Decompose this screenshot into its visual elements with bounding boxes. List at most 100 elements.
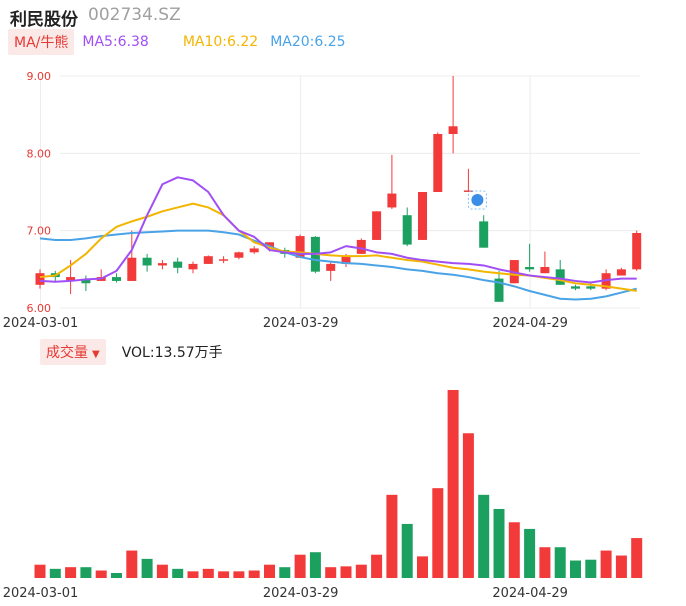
volume-bar (264, 564, 275, 578)
x-tick-label: 2024-03-29 (263, 586, 339, 601)
volume-bar (417, 556, 428, 578)
candle-body (494, 278, 504, 302)
ma-legend: MA/牛熊 MA5:6.38 MA10:6.22 MA20:6.25 (8, 29, 346, 55)
candle-body (586, 286, 596, 289)
caret-down-icon: ▼ (92, 349, 100, 360)
candle-body (418, 192, 427, 240)
volume-bar (432, 488, 444, 578)
stock-name: 利民股份 (10, 10, 78, 30)
candle-body (81, 279, 91, 284)
volume-bar (111, 573, 122, 578)
candle-body (142, 257, 152, 266)
x-tick-label: 2024-03-29 (263, 316, 339, 331)
volume-date-axis: 2024-03-01 2024-03-29 2024-04-29 (3, 586, 568, 601)
volume-bar (340, 566, 352, 578)
volume-bar (156, 564, 168, 578)
candle-body (249, 248, 259, 253)
volume-bar (447, 390, 459, 578)
candle-body (402, 215, 412, 245)
candle-body (265, 242, 274, 248)
candle-body (66, 277, 76, 281)
price-date-axis: 2024-03-01 2024-03-29 2024-04-29 (3, 316, 568, 331)
candle-body (219, 259, 229, 261)
candle-body (616, 269, 626, 276)
candle-body (295, 236, 305, 258)
volume-bar (49, 568, 61, 578)
candle-body (127, 257, 137, 281)
volume-bar (355, 564, 367, 578)
volume-bar (462, 433, 474, 578)
ma-toggle-button[interactable]: MA/牛熊 (8, 29, 75, 55)
volume-bar (80, 567, 92, 578)
volume-bar (508, 522, 520, 578)
x-tick-label: 2024-04-29 (492, 586, 568, 601)
volume-bar (65, 567, 77, 578)
candle-body (356, 239, 366, 254)
volume-toggle-label: 成交量 (46, 345, 88, 361)
price-axis: 9.00 8.00 7.00 6.00 (27, 70, 52, 315)
y-tick-label: 6.00 (27, 302, 52, 315)
volume-bar (279, 567, 291, 578)
volume-bar (478, 494, 490, 578)
volume-bar (218, 571, 230, 578)
y-tick-label: 7.00 (27, 225, 52, 238)
ma5-legend: MA5:6.38 (82, 34, 149, 50)
candle-body (433, 134, 443, 192)
marker[interactable] (467, 190, 487, 210)
candle-body (555, 269, 565, 285)
volume-series (34, 390, 643, 578)
y-tick-label: 9.00 (27, 70, 52, 83)
candle-body (463, 190, 473, 192)
candle-body (173, 261, 183, 268)
candle-body (525, 267, 535, 270)
candle-body (540, 267, 550, 274)
volume-bar (631, 538, 643, 578)
y-tick-label: 8.00 (27, 147, 52, 160)
x-tick-label: 2024-03-01 (3, 316, 79, 331)
marker-icon[interactable] (471, 194, 484, 206)
volume-bar (202, 568, 214, 578)
volume-bar (126, 550, 138, 578)
ma-lines (39, 176, 637, 301)
volume-bar (371, 554, 383, 578)
stock-code: 002734.SZ (88, 5, 181, 25)
candle-body (571, 286, 580, 289)
volume-bar (386, 494, 398, 578)
candle-body (203, 256, 213, 264)
volume-bar (615, 555, 627, 578)
volume-bar (554, 547, 566, 578)
candle-body (479, 221, 489, 248)
volume-bar (401, 523, 413, 578)
marker-frame[interactable] (467, 190, 487, 210)
candle-body (112, 277, 121, 281)
ma10-legend: MA10:6.22 (182, 34, 259, 50)
volume-bar (95, 570, 107, 578)
volume-bar (585, 559, 597, 578)
volume-value: VOL:13.57万手 (121, 345, 223, 361)
volume-bar (570, 560, 581, 578)
candle-body (188, 263, 198, 270)
x-tick-label: 2024-03-01 (3, 586, 79, 601)
volume-bar (539, 547, 551, 578)
volume-bar (309, 552, 321, 578)
candle-body (632, 232, 642, 270)
candlestick-series (35, 76, 642, 302)
candle-body (35, 273, 45, 285)
candle-body (341, 256, 351, 264)
volume-bar (325, 567, 337, 578)
volume-legend: 成交量 ▼ VOL:13.57万手 (40, 339, 223, 365)
volume-bar (600, 550, 612, 578)
volume-bar (172, 568, 184, 578)
ma20-legend: MA20:6.25 (270, 34, 346, 50)
volume-toggle-button[interactable]: 成交量 ▼ (40, 339, 106, 365)
candle-body (326, 263, 336, 271)
volume-bar (34, 564, 46, 578)
candle-body (234, 252, 244, 258)
candle-body (157, 263, 167, 266)
candle-body (372, 211, 382, 240)
volume-bar (141, 558, 153, 578)
volume-bar (187, 571, 199, 578)
x-tick-label: 2024-04-29 (492, 316, 568, 331)
volume-bar (493, 508, 505, 578)
